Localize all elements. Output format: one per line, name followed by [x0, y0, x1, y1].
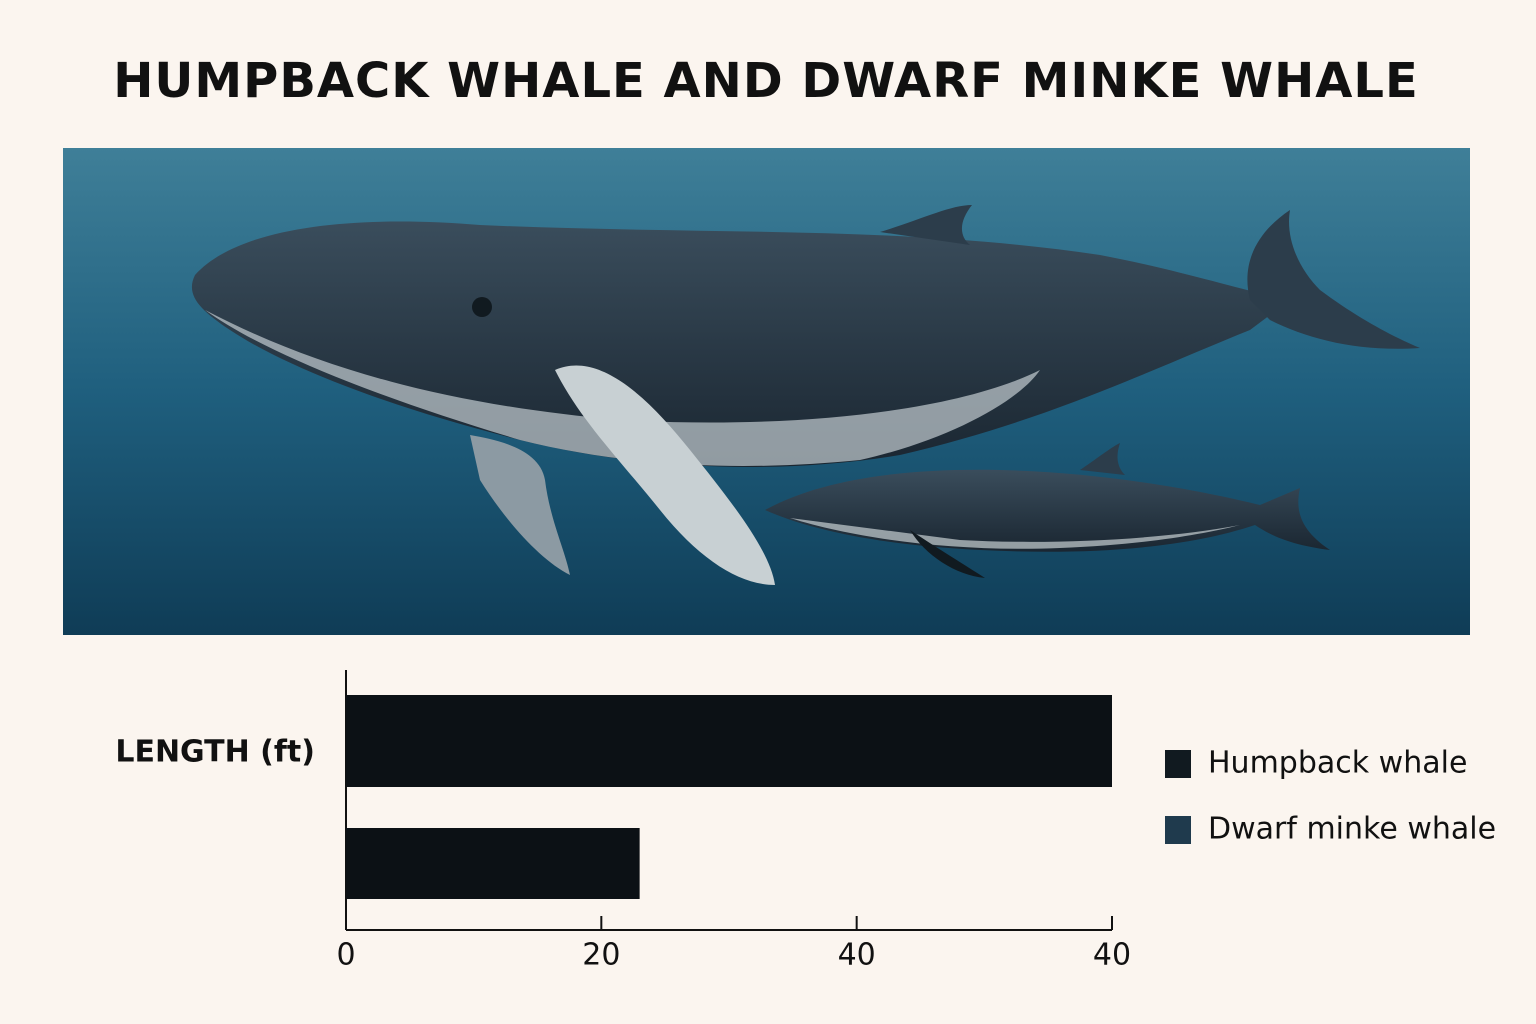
chart-title: HUMPBACK WHALE AND DWARF MINKE WHALE [113, 53, 1419, 109]
x-tick-label: 40 [1093, 938, 1131, 973]
x-tick-label: 40 [838, 938, 876, 973]
legend-swatch [1165, 816, 1191, 844]
x-tick-label: 20 [582, 938, 620, 973]
category-label: LENGTH (ft) [115, 735, 315, 770]
legend-label: Humpback whale [1208, 746, 1467, 781]
whale-illustration [63, 148, 1470, 635]
bar [346, 695, 1112, 787]
x-tick-label: 0 [336, 938, 355, 973]
bar [346, 828, 640, 899]
legend-label: Dwarf minke whale [1208, 812, 1496, 847]
legend-swatch [1165, 750, 1191, 778]
